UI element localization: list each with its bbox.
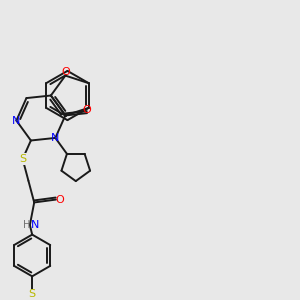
- Text: H: H: [23, 220, 30, 230]
- Text: S: S: [28, 289, 36, 299]
- Text: N: N: [12, 116, 20, 126]
- Text: O: O: [55, 195, 64, 205]
- Text: S: S: [19, 154, 26, 164]
- Text: N: N: [51, 133, 59, 143]
- Text: O: O: [82, 105, 91, 115]
- Text: O: O: [61, 67, 70, 77]
- Text: N: N: [31, 220, 39, 230]
